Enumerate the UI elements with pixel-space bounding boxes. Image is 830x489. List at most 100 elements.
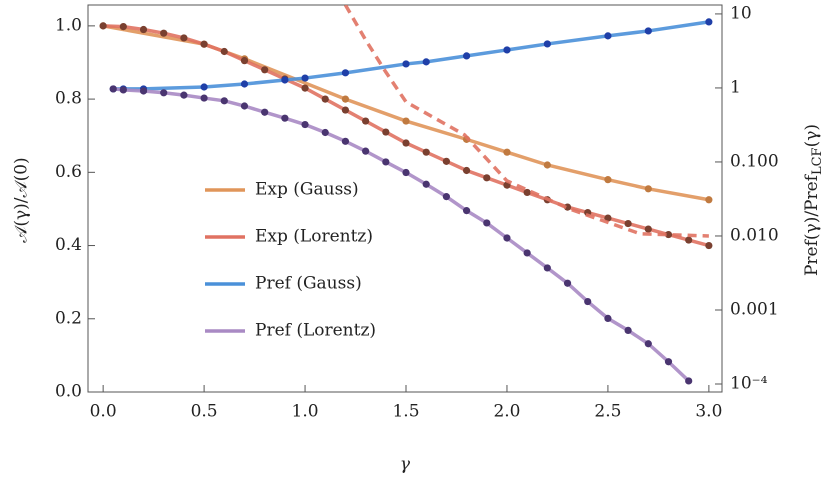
series-line xyxy=(103,24,710,248)
data-point xyxy=(644,27,652,35)
data-point xyxy=(382,158,390,166)
data-point xyxy=(200,83,208,91)
data-point xyxy=(139,25,148,34)
y-tick-label: 0.4 xyxy=(55,235,82,255)
data-point xyxy=(109,85,117,93)
data-point xyxy=(664,358,673,366)
data-point xyxy=(705,241,713,250)
legend-label: Exp (Gauss) xyxy=(255,180,359,200)
y-tick-label: 0.6 xyxy=(55,162,82,182)
data-point xyxy=(644,225,652,233)
data-point xyxy=(362,147,370,155)
y2-axis-label: Pref(γ)/PrefLCF(γ) xyxy=(802,124,825,276)
data-point xyxy=(563,279,572,287)
y-axis-label: 𝒜(γ)/𝒜(0) xyxy=(12,157,32,242)
data-point xyxy=(139,87,148,95)
data-point xyxy=(99,22,107,30)
y2-tick-label: 0.010 xyxy=(730,225,779,245)
data-point xyxy=(604,176,612,184)
y-tick-label: 0.8 xyxy=(55,89,82,109)
data-point xyxy=(442,157,450,165)
data-point xyxy=(462,52,471,60)
data-point xyxy=(160,89,168,97)
y2-label-sub: LCF xyxy=(810,147,825,175)
legend-label: Pref (Gauss) xyxy=(255,274,362,294)
data-point xyxy=(523,188,531,197)
data-point xyxy=(543,40,551,48)
data-point xyxy=(685,236,693,244)
data-point xyxy=(442,193,450,201)
data-point xyxy=(281,76,289,84)
data-point xyxy=(341,95,350,103)
x-tick-label: 1.5 xyxy=(392,402,419,422)
y-tick-label: 1.0 xyxy=(55,15,82,35)
x-tick-label: 1.0 xyxy=(292,402,319,422)
legend-label: Pref (Lorentz) xyxy=(255,321,376,341)
data-point xyxy=(705,18,713,26)
data-point xyxy=(644,340,652,348)
data-point xyxy=(200,40,208,48)
series-line xyxy=(113,87,690,383)
data-point xyxy=(301,84,309,92)
data-point xyxy=(422,180,430,188)
data-point xyxy=(220,47,228,56)
data-point xyxy=(705,196,713,204)
data-point xyxy=(422,58,430,66)
data-point xyxy=(402,139,410,147)
data-point xyxy=(240,102,249,110)
data-point xyxy=(664,230,673,239)
data-point xyxy=(301,74,309,82)
legend-label: Exp (Lorentz) xyxy=(255,227,373,247)
data-point xyxy=(604,32,612,40)
data-point xyxy=(483,174,491,182)
y2-label-part: Pref(γ)/Pref xyxy=(802,173,822,276)
data-point xyxy=(382,128,390,136)
data-point xyxy=(503,234,511,242)
data-point xyxy=(301,120,309,129)
x-tick-label: 0.5 xyxy=(191,402,218,422)
data-point xyxy=(281,114,289,122)
data-point xyxy=(119,23,127,31)
data-point xyxy=(341,137,350,145)
data-point xyxy=(180,34,188,42)
data-point xyxy=(321,95,329,103)
data-point xyxy=(462,207,471,215)
x-tick-label: 2.0 xyxy=(493,402,520,422)
x-tick-label: 3.0 xyxy=(695,402,722,422)
data-point xyxy=(261,66,269,74)
data-point xyxy=(321,128,329,137)
y2-tick-label: 0.100 xyxy=(730,151,779,171)
data-point xyxy=(523,249,531,257)
data-point xyxy=(220,97,228,105)
data-point xyxy=(402,117,410,125)
x-axis-label: γ xyxy=(400,455,411,475)
data-point xyxy=(240,80,249,88)
series-line xyxy=(113,20,710,91)
y-tick-label: 0.0 xyxy=(55,382,82,402)
data-point xyxy=(119,86,127,94)
data-point xyxy=(261,108,269,116)
y2-label-part: (γ) xyxy=(802,124,822,147)
data-point xyxy=(402,168,410,177)
data-point xyxy=(402,60,410,68)
data-point xyxy=(604,314,612,322)
data-point xyxy=(240,57,249,65)
data-point xyxy=(422,148,430,156)
data-point xyxy=(341,69,350,77)
series-line xyxy=(343,5,709,238)
data-point xyxy=(362,117,370,125)
data-point xyxy=(624,219,632,228)
data-point xyxy=(180,91,188,99)
plot-frame xyxy=(87,4,723,393)
x-tick-label: 2.5 xyxy=(594,402,621,422)
y2-tick-label: 1 xyxy=(730,77,741,97)
data-point xyxy=(483,219,491,227)
data-point xyxy=(644,185,652,193)
data-point xyxy=(503,46,511,54)
data-point xyxy=(462,166,471,175)
y-tick-label: 0.2 xyxy=(55,308,82,328)
data-point xyxy=(685,377,693,385)
x-tick-label: 0.0 xyxy=(90,402,117,422)
data-point xyxy=(543,264,551,272)
